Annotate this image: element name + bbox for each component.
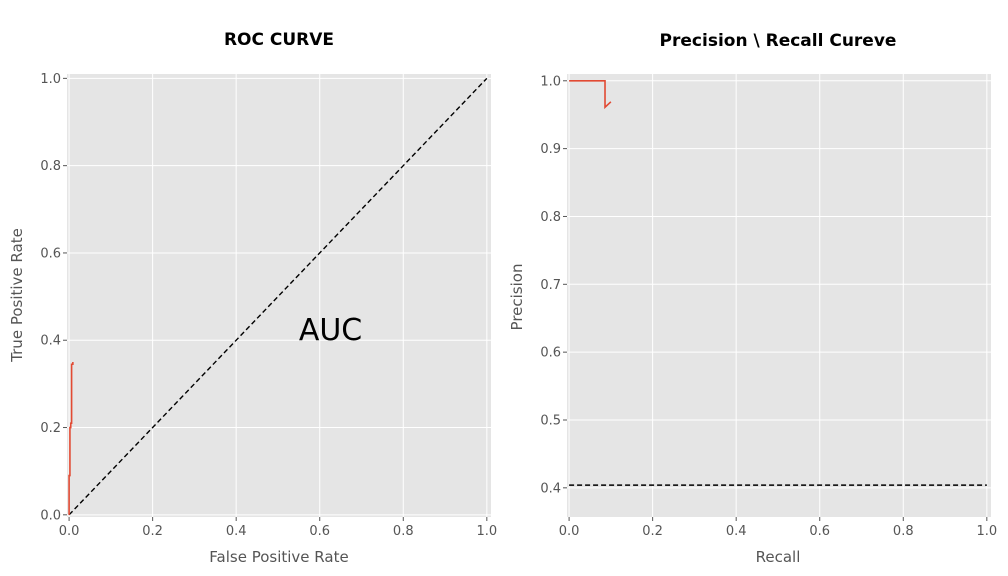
- roc-y-tick-label: 0.4: [40, 334, 61, 349]
- roc-y-tick-label: 1.0: [40, 72, 61, 87]
- pr-y-axis-label: Precision: [508, 264, 526, 331]
- pr-series-line: [569, 79, 612, 110]
- pr-y-tick-label: 0.6: [540, 346, 561, 361]
- roc-x-tick-label: 0.0: [59, 524, 80, 539]
- pr-x-tick-label: 0.0: [559, 524, 580, 539]
- roc-x-tick-label: 1.0: [476, 524, 497, 539]
- roc-y-tick-label: 0.2: [40, 421, 61, 436]
- roc-chart: 0.0 0.2 0.4 0.6 0.8 1.0 0.0 0.2 0.4 0.6 0.8 1.0 AUC…: [8, 30, 497, 566]
- roc-series-line: [68, 362, 74, 515]
- roc-y-axis-label: True Positive Rate: [8, 228, 26, 363]
- roc-title: ROC CURVE: [224, 30, 334, 50]
- pr-x-tick-label: 0.8: [893, 524, 914, 539]
- precision-recall-chart: 0.0 0.2 0.4 0.6 0.8 1.00.40.50.60.70.80.91.0 …: [508, 31, 997, 566]
- roc-x-axis-label: False Positive Rate: [209, 548, 348, 566]
- pr-y-tick-label: 0.8: [540, 210, 561, 225]
- roc-reference-line: [68, 77, 488, 516]
- pr-y-tick-label: 1.0: [540, 74, 561, 89]
- roc-auc-annotation: AUC: [299, 313, 362, 348]
- roc-y-tick-label: 0.0: [40, 508, 61, 523]
- roc-grid: [67, 74, 491, 517]
- roc-x-tick-label: 0.6: [309, 524, 330, 539]
- pr-title: Precision \ Recall Cureve: [660, 31, 897, 51]
- pr-x-tick-label: 0.6: [809, 524, 830, 539]
- pr-y-tick-label: 0.7: [540, 278, 561, 293]
- roc-ticks: 0.0 0.2 0.4 0.6 0.8 1.0 0.0 0.2 0.4 0.6 0.8 1.0: [40, 72, 497, 539]
- pr-y-tick-label: 0.4: [540, 481, 561, 496]
- pr-x-axis-label: Recall: [756, 548, 801, 566]
- roc-x-tick-label: 0.4: [226, 524, 247, 539]
- pr-x-tick-label: 0.4: [726, 524, 747, 539]
- roc-y-tick-label: 0.8: [40, 159, 61, 174]
- roc-x-tick-label: 0.8: [393, 524, 414, 539]
- pr-x-tick-label: 0.2: [642, 524, 663, 539]
- pr-ticks: 0.0 0.2 0.4 0.6 0.8 1.0 0.4 0.5 0.6 0.7 0.8 0.9 1.0: [540, 74, 997, 539]
- pr-plot-area: [567, 74, 991, 517]
- pr-y-tick-label: 0.5: [540, 413, 561, 428]
- pr-grid: [567, 74, 991, 517]
- pr-x-tick-label: 1.0: [976, 524, 997, 539]
- roc-y-tick-label: 0.6: [40, 246, 61, 261]
- pr-y-tick-label: 0.9: [540, 142, 561, 157]
- roc-x-tick-label: 0.2: [142, 524, 163, 539]
